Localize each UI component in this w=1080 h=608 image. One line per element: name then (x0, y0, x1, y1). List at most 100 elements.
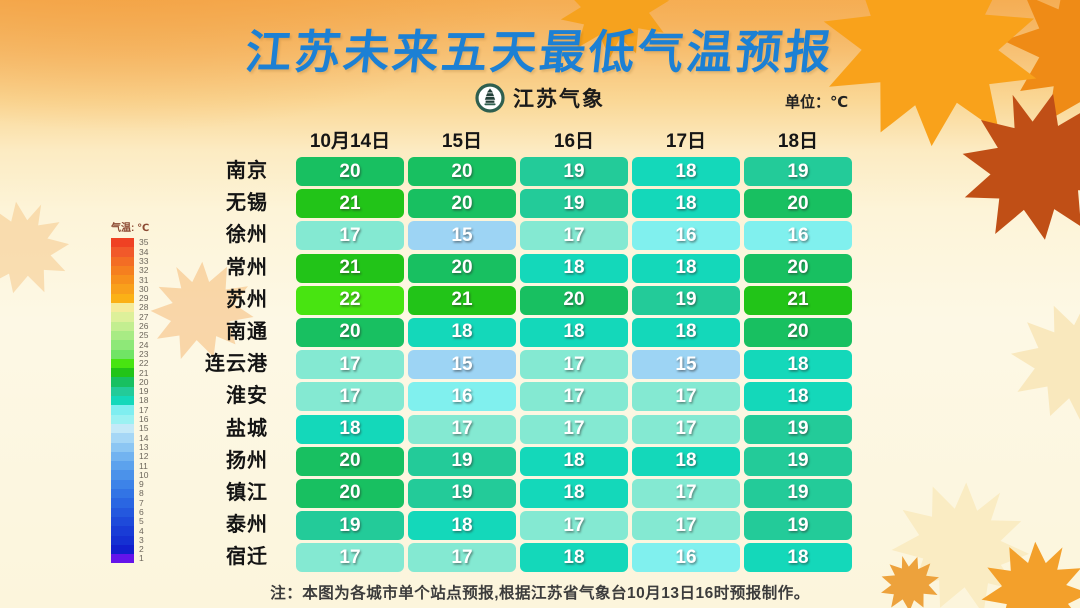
legend-value: 32 (139, 265, 149, 276)
temp-cell: 17 (296, 382, 404, 412)
legend-value: 28 (139, 302, 149, 313)
legend-entry: 1 (111, 554, 149, 564)
legend-swatch (111, 358, 134, 369)
temp-cell: 17 (408, 543, 516, 573)
city-label: 淮安 (226, 385, 268, 408)
temp-cell: 19 (520, 189, 628, 219)
legend-value: 17 (139, 404, 149, 415)
legend-entry: 19 (111, 386, 149, 397)
legend-value: 8 (139, 488, 144, 499)
temp-cell: 18 (520, 446, 628, 476)
temp-cell: 16 (408, 382, 516, 412)
temp-cell: 20 (408, 189, 516, 219)
legend-swatch (111, 423, 134, 434)
logo-text: 江苏气象 (513, 88, 605, 111)
legend-value: 34 (139, 246, 149, 257)
legend-swatch (111, 284, 134, 294)
city-label: 泰州 (226, 514, 268, 537)
legend-swatch (111, 535, 134, 545)
legend-entry: 20 (111, 376, 149, 387)
legend-swatch (111, 414, 134, 424)
temp-cell: 18 (520, 253, 628, 283)
legend-swatch (111, 303, 134, 313)
legend-value: 3 (139, 534, 144, 545)
temp-cell: 18 (744, 543, 852, 573)
legend-swatch (111, 451, 134, 462)
temperature-legend: 气温: ℃ 35 34 33 32 31 30 29 28 27 26 25 24 23 22 21 20 19… (111, 219, 150, 564)
legend-value: 30 (139, 283, 149, 294)
legend-entry: 11 (111, 461, 149, 471)
temp-cell: 17 (296, 221, 404, 251)
temp-cell: 18 (632, 189, 740, 219)
legend-swatch (111, 256, 134, 266)
temp-cell: 17 (632, 414, 740, 444)
legend-entry: 12 (111, 451, 149, 462)
temp-cell: 18 (520, 317, 628, 347)
temp-cell: 17 (520, 414, 628, 444)
legend-entry: 33 (111, 256, 149, 266)
temp-cell: 17 (408, 414, 516, 444)
temp-cell: 21 (296, 253, 404, 283)
legend-entry: 35 (111, 237, 149, 248)
legend-entry: 17 (111, 404, 149, 415)
temp-cell: 19 (744, 446, 852, 476)
legend-entry: 34 (111, 246, 149, 257)
legend-entry: 30 (111, 283, 149, 294)
legend-title: 气温: ℃ (111, 223, 150, 234)
city-label: 连云港 (205, 353, 268, 376)
temp-cell: 20 (520, 285, 628, 315)
city-label: 苏州 (226, 288, 268, 311)
temp-cell: 21 (296, 189, 404, 219)
temp-cell: 18 (408, 317, 516, 347)
temp-cell: 20 (296, 446, 404, 476)
legend-swatch (111, 330, 134, 341)
temp-cell: 19 (520, 157, 628, 186)
legend-swatch (111, 275, 134, 285)
temp-cell: 19 (744, 478, 852, 508)
legend-value: 23 (139, 348, 149, 359)
date-header-row: 10月14日 15日 16日 17日 18日 (296, 126, 852, 153)
temp-cell: 18 (408, 511, 516, 541)
legend-value: 16 (139, 414, 149, 425)
temp-cell: 19 (408, 478, 516, 508)
legend-value: 9 (139, 479, 144, 490)
legend-value: 7 (139, 497, 144, 508)
date-header: 18日 (777, 131, 819, 152)
temp-cell: 19 (744, 157, 852, 186)
legend-entry: 13 (111, 441, 149, 452)
legend-swatch (111, 433, 134, 443)
legend-value: 12 (139, 451, 149, 462)
legend-swatch (111, 238, 134, 248)
legend-entry: 25 (111, 330, 149, 341)
legend-value: 27 (139, 311, 149, 322)
city-label: 无锡 (226, 192, 268, 215)
legend-value: 18 (139, 395, 149, 406)
temp-cell: 17 (632, 382, 740, 412)
temp-cell: 21 (408, 285, 516, 315)
legend-value: 35 (139, 237, 149, 248)
temp-cell: 20 (296, 317, 404, 347)
legend-value: 6 (139, 507, 144, 517)
legend-entry: 7 (111, 497, 149, 508)
legend-swatch (111, 349, 134, 359)
legend-value: 13 (139, 441, 149, 452)
legend-value: 15 (139, 423, 149, 434)
legend-swatch (111, 516, 134, 527)
temp-cell: 18 (520, 478, 628, 508)
legend-entry: 22 (111, 358, 149, 369)
temp-cell: 20 (744, 189, 852, 219)
temp-cell: 17 (520, 221, 628, 251)
date-header: 15日 (441, 131, 483, 152)
legend-value: 24 (139, 339, 149, 350)
legend-value: 20 (139, 376, 149, 387)
city-name-column: 南京 无锡 徐州 常州 苏州 南通 连云港 淮安 盐城 扬州 镇江 泰州 宿迁 (130, 157, 268, 572)
temp-cell: 19 (408, 446, 516, 476)
legend-entry: 4 (111, 526, 149, 536)
legend-swatch (111, 544, 134, 555)
legend-value: 25 (139, 330, 149, 341)
temp-cell: 18 (632, 157, 740, 186)
legend-value: 14 (139, 432, 149, 443)
temp-cell: 19 (632, 285, 740, 315)
legend-entry: 2 (111, 544, 149, 555)
